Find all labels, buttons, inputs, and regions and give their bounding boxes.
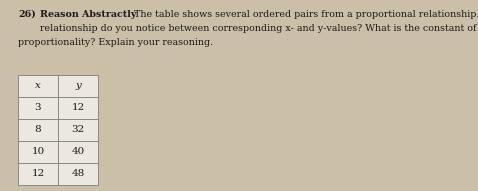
Text: 48: 48: [71, 169, 85, 179]
Text: relationship do you notice between corresponding x- and y-values? What is the co: relationship do you notice between corre…: [40, 24, 477, 33]
Text: 8: 8: [35, 125, 41, 134]
Text: The table shows several ordered pairs from a proportional relationship. What: The table shows several ordered pairs fr…: [131, 10, 478, 19]
Bar: [58, 141, 98, 163]
Bar: [58, 119, 98, 141]
Text: Reason Abstractly: Reason Abstractly: [40, 10, 136, 19]
Text: 3: 3: [35, 104, 41, 112]
Bar: [18, 97, 58, 119]
Text: 12: 12: [71, 104, 85, 112]
Bar: [18, 75, 58, 97]
Text: y: y: [75, 82, 81, 91]
Text: 26): 26): [18, 10, 36, 19]
Text: 12: 12: [32, 169, 44, 179]
Bar: [18, 119, 58, 141]
Text: x: x: [35, 82, 41, 91]
Text: proportionality? Explain your reasoning.: proportionality? Explain your reasoning.: [18, 38, 213, 47]
Bar: [58, 75, 98, 97]
Text: 10: 10: [32, 147, 44, 156]
Bar: [58, 97, 98, 119]
Bar: [18, 163, 58, 185]
Text: 40: 40: [71, 147, 85, 156]
Text: 32: 32: [71, 125, 85, 134]
Bar: [18, 141, 58, 163]
Bar: [58, 163, 98, 185]
